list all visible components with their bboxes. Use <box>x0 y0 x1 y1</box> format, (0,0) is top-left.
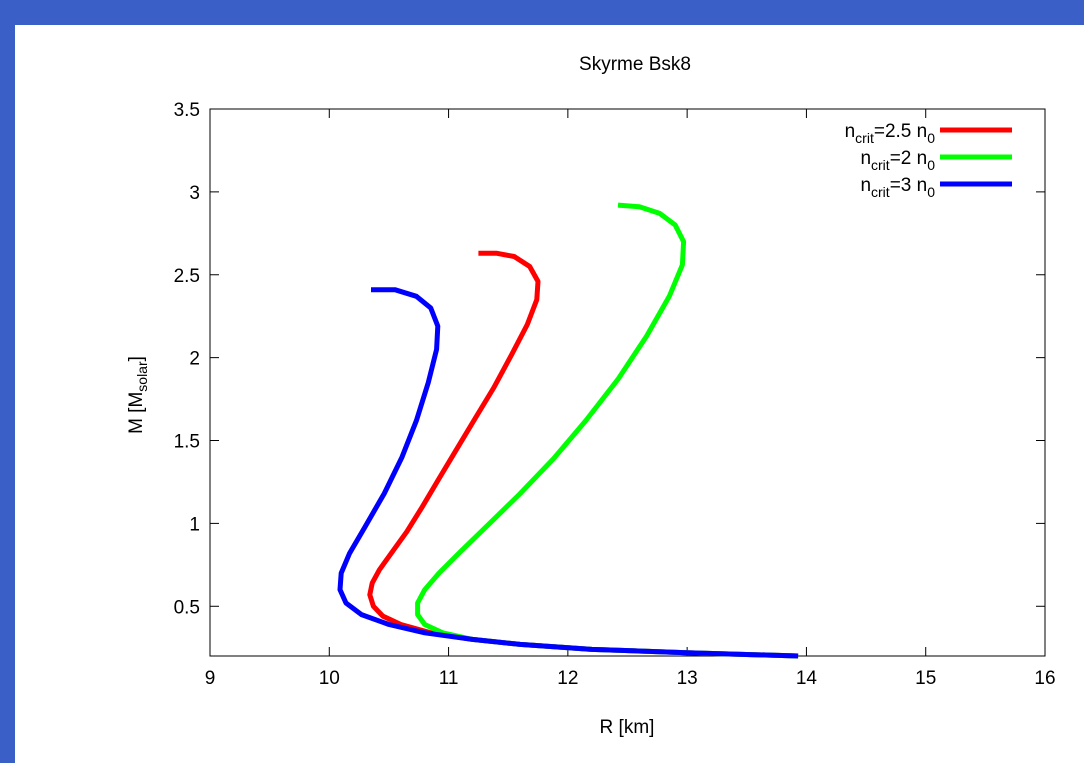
y-tick-label: 2.5 <box>174 266 200 287</box>
chart: Skyrme Bsk8 9 10 11 12 13 14 15 16 0.5 1 1.5 2 2.5 3… <box>126 54 1056 738</box>
chart-frame: Skyrme Bsk8 9 10 11 12 13 14 15 16 0.5 1 1.5 2 2.5 3… <box>15 25 1084 763</box>
y-axis-label-suffix: ] <box>126 356 147 361</box>
x-tick-label: 15 <box>915 668 936 689</box>
series-lines <box>337 202 799 659</box>
y-axis-label-base: M [M <box>126 392 147 434</box>
series-line <box>337 287 799 659</box>
y-axis-tick-labels: 0.5 1 1.5 2 2.5 3 3.5 <box>174 100 200 618</box>
y-tick-label: 3.5 <box>174 100 200 121</box>
x-tick-label: 16 <box>1034 668 1055 689</box>
axis-ticks <box>209 108 1046 656</box>
y-tick-label: 1 <box>189 514 200 535</box>
x-tick-label: 12 <box>557 668 578 689</box>
legend-entry-label: ncrit=2.5 n0 <box>845 121 936 146</box>
series-line <box>415 202 799 659</box>
plot-area <box>209 108 1046 659</box>
plot-border <box>209 108 1046 657</box>
y-axis-label: M [Msolar] <box>126 356 150 434</box>
x-tick-label: 14 <box>796 668 818 689</box>
y-tick-label: 1.5 <box>174 432 200 453</box>
x-tick-label: 10 <box>319 668 340 689</box>
y-axis-label-sub: solar <box>134 361 150 392</box>
x-axis-label: R [km] <box>600 717 655 738</box>
legend-entry-label: ncrit=3 n0 <box>860 175 935 200</box>
x-tick-label: 13 <box>677 668 698 689</box>
y-tick-label: 3 <box>189 183 200 204</box>
x-axis-tick-labels: 9 10 11 12 13 14 15 16 <box>205 668 1056 689</box>
y-tick-label: 0.5 <box>174 597 200 618</box>
y-tick-label: 2 <box>189 349 200 370</box>
legend-entry-label: ncrit=2 n0 <box>860 148 935 173</box>
x-tick-label: 9 <box>205 668 216 689</box>
x-tick-label: 11 <box>439 668 459 689</box>
chart-title: Skyrme Bsk8 <box>579 54 691 75</box>
